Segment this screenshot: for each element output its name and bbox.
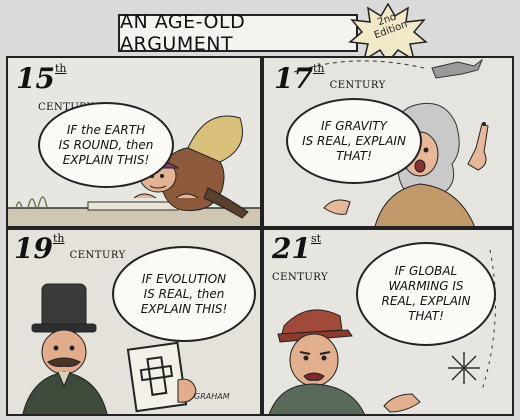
modern-man-with-snowflake-illustration [268,249,496,414]
century-label: 21st CENTURY [272,232,329,283]
explorer-at-edge-illustration [8,115,260,226]
century-label: 17th CENTURY [274,62,386,95]
victorian-man-with-bible-illustration [22,283,197,414]
century-label: 19th CENTURY [14,232,126,265]
panel-19th-century: 19th CENTURY IF EVOLUTION IS REAL, then … [6,228,262,416]
speech-bubble: IF GLOBAL WARMING IS REAL, EXPLAIN THAT! [356,242,496,346]
newton-illustration [293,58,489,226]
comic-title-text: AN AGE-OLD ARGUMENT [120,11,246,55]
speech-bubble: IF the EARTH IS ROUND, then EXPLAIN THIS… [38,102,174,188]
speech-text: IF the EARTH IS ROUND, then EXPLAIN THIS… [58,122,154,167]
speech-text: IF GRAVITY IS REAL, EXPLAIN THAT! [302,118,406,163]
panel-15th-century: 15th CENTURY IF the EARTH IS ROUND, then… [6,56,262,228]
snowflake-icon [448,352,480,384]
panel-17th-century: 17th CENTURY IF GRAVITY IS REAL, EXPLAIN… [262,56,514,228]
comic-title: AN AGE-OLD ARGUMENT [118,11,358,55]
speech-bubble: IF EVOLUTION IS REAL, then EXPLAIN THIS! [112,246,256,342]
artist-signature: GRAHAM [194,392,230,401]
speech-text: IF GLOBAL WARMING IS REAL, EXPLAIN THAT! [381,264,471,323]
panel-21st-century: 21st CENTURY IF GLOBAL WARMING IS REAL, … [262,228,514,416]
speech-text: IF EVOLUTION IS REAL, then EXPLAIN THIS! [140,271,228,316]
speech-bubble: IF GRAVITY IS REAL, EXPLAIN THAT! [286,98,422,184]
century-label: 15th CENTURY [16,62,95,113]
